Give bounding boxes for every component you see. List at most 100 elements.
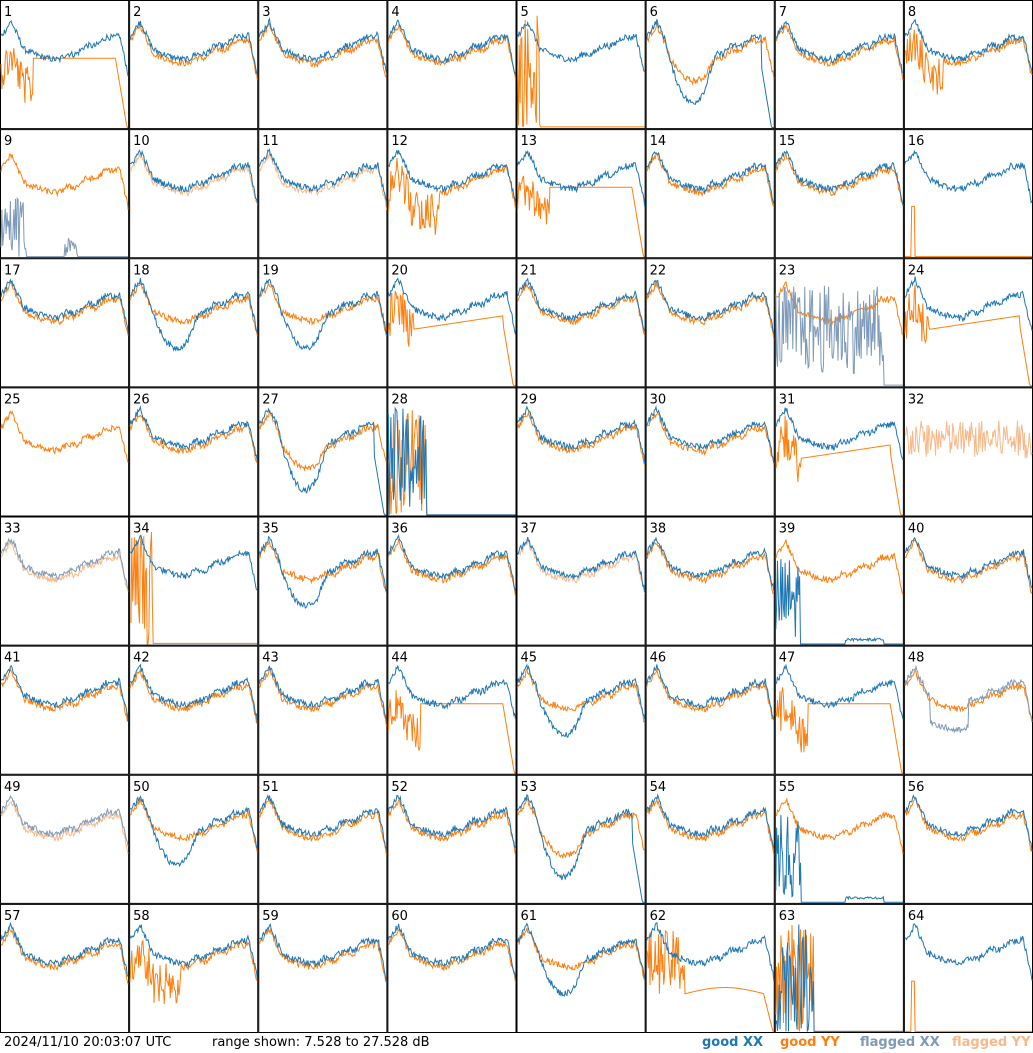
trace-yy [775, 415, 903, 516]
trace-yy [904, 539, 1033, 594]
panel-frame [903, 0, 1033, 130]
panel-frame [258, 645, 388, 775]
panel-36: 36 [387, 516, 517, 646]
trace-yy [904, 205, 1032, 258]
trace-yy [387, 797, 516, 856]
trace-xx [517, 536, 646, 593]
panel-frame [516, 516, 646, 646]
panel-number: 34 [133, 522, 150, 537]
panel-number: 28 [391, 392, 408, 407]
panel-number: 20 [391, 263, 408, 278]
panel-frame [516, 258, 646, 388]
panel-number: 25 [4, 392, 21, 407]
panel-frame [645, 774, 775, 904]
panel-28: 28 [387, 387, 517, 517]
panel-number: 33 [4, 522, 21, 537]
panel-31: 31 [774, 387, 904, 517]
panel-frame [387, 129, 517, 259]
panel-frame [0, 387, 130, 517]
panel-number: 22 [650, 263, 667, 278]
panel-55: 55 [774, 774, 904, 904]
trace-yy [258, 151, 387, 210]
panel-59: 59 [258, 903, 388, 1033]
trace-xx [646, 19, 774, 128]
panel-number: 6 [650, 5, 658, 20]
trace-xx [775, 663, 904, 720]
trace-xx [904, 18, 1033, 72]
panel-51: 51 [258, 774, 388, 904]
trace-xx [904, 536, 1033, 589]
trace-xx [388, 665, 516, 720]
panel-frame [516, 903, 646, 1033]
panel-number: 4 [391, 5, 399, 20]
trace-xx [0, 794, 129, 847]
panel-frame [645, 903, 775, 1033]
panel-29: 29 [516, 387, 646, 517]
trace-xx [517, 277, 646, 332]
panel-frame [258, 903, 388, 1033]
trace-xx [129, 20, 258, 75]
panel-frame [774, 0, 904, 130]
trace-yy [646, 542, 774, 594]
panel-10: 10 [129, 129, 259, 259]
panel-frame [645, 645, 775, 775]
panel-19: 19 [258, 258, 388, 388]
panel-3: 3 [258, 0, 388, 130]
panel-number: 9 [4, 134, 12, 149]
panel-27: 27 [258, 387, 388, 517]
trace-xx [259, 923, 387, 981]
panel-54: 54 [645, 774, 775, 904]
trace-xx [387, 534, 516, 592]
panel-16: 16 [903, 129, 1033, 259]
trace-xx [258, 278, 387, 351]
panel-number: 27 [262, 392, 279, 407]
trace-xx [646, 150, 775, 205]
panel-number: 23 [779, 263, 796, 278]
panel-47: 47 [774, 645, 904, 775]
footer-bar: 2024/11/10 20:03:07 UTC range shown: 7.5… [0, 1033, 1033, 1053]
panel-frame [0, 774, 130, 904]
panel-52: 52 [387, 774, 517, 904]
trace-xx [904, 276, 1033, 331]
panel-number: 51 [262, 780, 279, 795]
panel-frame [258, 774, 388, 904]
trace-xx [129, 795, 258, 868]
panel-number: 42 [133, 651, 150, 666]
trace-yy [387, 690, 516, 774]
panel-6: 6 [645, 0, 775, 130]
trace-yy [646, 22, 775, 86]
trace-yy [646, 153, 775, 208]
panel-18: 18 [129, 258, 259, 388]
panel-1: 1 [0, 0, 130, 130]
panel-frame [129, 129, 259, 259]
panel-number: 11 [262, 134, 279, 149]
trace-xx [0, 665, 129, 722]
panel-45: 45 [516, 645, 646, 775]
trace-yy [258, 22, 387, 78]
panel-frame [903, 774, 1033, 904]
panel-4: 4 [387, 0, 517, 130]
panel-number: 39 [779, 522, 796, 537]
panel-number: 59 [262, 909, 279, 924]
panel-44: 44 [387, 645, 517, 775]
panel-frame [258, 0, 388, 130]
trace-xx [0, 278, 129, 333]
panel-frame [0, 0, 130, 130]
trace-yy [904, 29, 1033, 95]
trace-yy [129, 414, 258, 464]
trace-xx [775, 285, 903, 386]
trace-xx [517, 663, 646, 738]
trace-yy [387, 290, 516, 387]
panel-frame [903, 903, 1033, 1033]
trace-yy [646, 798, 775, 855]
trace-yy [904, 420, 1033, 459]
trace-yy [904, 980, 1032, 1032]
trace-xx [775, 149, 904, 206]
trace-xx [387, 923, 516, 980]
panel-number: 7 [779, 5, 787, 20]
panel-frame [774, 645, 904, 775]
trace-xx [129, 405, 258, 462]
panel-frame [387, 645, 517, 775]
trace-yy [387, 24, 516, 79]
trace-yy [646, 413, 775, 465]
